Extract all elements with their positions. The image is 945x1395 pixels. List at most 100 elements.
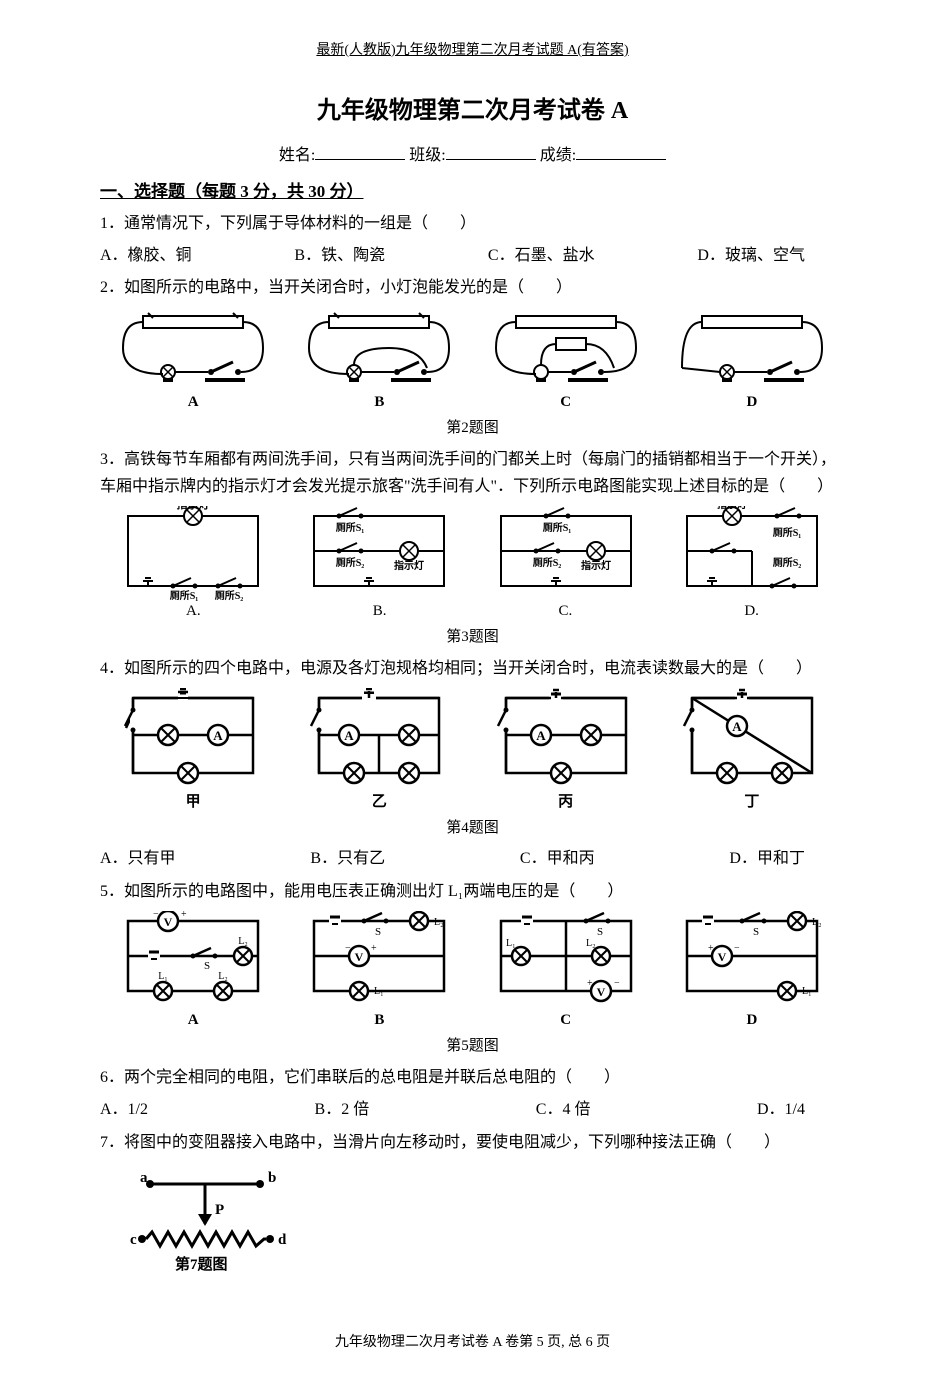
q4-fig-ding: A 丁: [663, 688, 841, 814]
circuit-icon: [113, 308, 273, 388]
question-1: 1．通常情况下，下列属于导体材料的一组是（ ）: [100, 210, 845, 237]
q2-label-a: A: [188, 390, 199, 414]
svg-text:指示灯: 指示灯: [717, 506, 747, 511]
q2-label-c: C: [560, 390, 571, 414]
question-4: 4．如图所示的四个电路中，电源及各灯泡规格均相同；当开关闭合时，电流表读数最大的…: [100, 655, 845, 682]
q1-opt-a: A．橡胶、铜: [100, 243, 192, 269]
q4-opt-b: B．只有乙: [310, 846, 385, 872]
q5-fig-d: S L₂ V + − L₁ D: [663, 911, 841, 1032]
svg-text:S: S: [204, 960, 210, 972]
svg-text:+: +: [587, 978, 593, 989]
circuit-icon: [672, 308, 832, 388]
svg-text:b: b: [268, 1170, 276, 1186]
circuit-diagram-icon: 厕所S₁ 厕所S₂ 指示灯: [486, 506, 646, 601]
q2-fig-d: D: [663, 308, 841, 414]
circuit-icon: [299, 308, 459, 388]
name-line: 姓名: 班级: 成绩:: [100, 143, 845, 169]
q6-options: A．1/2 B．2 倍 C．4 倍 D．1/4: [100, 1097, 845, 1123]
circuit-diagram-icon: A: [677, 688, 827, 788]
svg-text:−: −: [153, 911, 159, 920]
q1-opt-d: D．玻璃、空气: [697, 243, 805, 269]
q1-opt-c: C．石墨、盐水: [488, 243, 595, 269]
name-blank: [315, 144, 405, 160]
svg-text:P: P: [215, 1202, 224, 1218]
svg-text:a: a: [140, 1170, 148, 1186]
q6-opt-d: D．1/4: [757, 1097, 805, 1123]
question-2: 2．如图所示的电路中，当开关闭合时，小灯泡能发光的是（ ）: [100, 274, 845, 301]
question-5: 5．如图所示的电路图中，能用电压表正确测出灯 L₁两端电压的是（ ）: [100, 878, 845, 905]
q7-figure: a b P c d 第7题图: [120, 1164, 845, 1283]
svg-text:厕所S₂: 厕所S₂: [773, 556, 802, 569]
q1-options: A．橡胶、铜 B．铁、陶瓷 C．石墨、盐水 D．玻璃、空气: [100, 243, 845, 269]
svg-text:L₂: L₂: [812, 917, 822, 928]
circuit-icon: [486, 308, 646, 388]
q3-fig-c: 厕所S₁ 厕所S₂ 指示灯: [477, 506, 655, 601]
score-blank: [576, 144, 666, 160]
q2-figures: A B: [100, 308, 845, 414]
exam-title: 九年级物理第二次月考试卷 A: [100, 92, 845, 130]
svg-text:A: A: [345, 728, 355, 743]
svg-text:厕所S₂: 厕所S₂: [215, 589, 244, 601]
svg-text:厕所S₁: 厕所S₁: [542, 521, 571, 534]
svg-text:L₂: L₂: [586, 938, 596, 949]
q2-fig-a: A: [104, 308, 282, 414]
q3-fig-a: 指示灯 厕所S₁ 厕所S₂: [104, 506, 282, 601]
circuit-diagram-icon: S L₁ L₂ V + −: [486, 911, 646, 1006]
svg-text:+: +: [181, 911, 187, 920]
question-7: 7．将图中的变阻器接入电路中，当滑片向左移动时，要使电阻减少，下列哪种接法正确（…: [100, 1129, 845, 1156]
circuit-diagram-icon: 指示灯 厕所S₁ 厕所S₂: [672, 506, 832, 601]
svg-text:指示灯: 指示灯: [581, 559, 611, 572]
q6-opt-b: B．2 倍: [315, 1097, 370, 1123]
q4-opt-a: A．只有甲: [100, 846, 176, 872]
circuit-diagram-icon: V − + S L₂ L₁ L₂: [113, 911, 273, 1006]
question-6: 6．两个完全相同的电阻，它们串联后的总电阻是并联后总电阻的（ ）: [100, 1064, 845, 1091]
svg-text:V: V: [596, 985, 605, 999]
q4-fig-bing: A 丙: [477, 688, 655, 814]
q5-label-d: D: [746, 1008, 757, 1032]
svg-text:指示灯: 指示灯: [177, 506, 210, 511]
svg-text:A: A: [213, 728, 223, 743]
svg-text:厕所S₂: 厕所S₂: [532, 556, 561, 569]
name-label: 姓名:: [279, 147, 315, 164]
svg-text:L₂: L₂: [434, 917, 444, 928]
q4-caption: 第4题图: [100, 816, 845, 840]
svg-text:V: V: [718, 950, 727, 964]
q2-fig-b: B: [290, 308, 468, 414]
q3-fig-d: 指示灯 厕所S₁ 厕所S₂: [663, 506, 841, 601]
score-label: 成绩:: [540, 147, 576, 164]
q5-label-c: C: [560, 1008, 571, 1032]
svg-text:指示灯: 指示灯: [394, 559, 424, 572]
q3-label-a: A.: [186, 599, 201, 623]
q3-figures: 指示灯 厕所S₁ 厕所S₂ 厕所S₁ 厕所S₂: [100, 506, 845, 601]
svg-text:+: +: [708, 943, 714, 954]
q4-label-bing: 丙: [558, 790, 573, 814]
q4-fig-jia: A 甲: [104, 688, 282, 814]
question-3: 3．高铁每节车厢都有两间洗手间，只有当两间洗手间的门都关上时（每扇门的插销都相当…: [100, 446, 845, 500]
q4-fig-yi: A 乙: [290, 688, 468, 814]
q2-label-d: D: [746, 390, 757, 414]
svg-text:−: −: [734, 943, 740, 954]
q4-label-ding: 丁: [744, 790, 759, 814]
q3-label-c: C.: [559, 599, 573, 623]
class-label: 班级:: [409, 147, 445, 164]
q4-opt-d: D．甲和丁: [729, 846, 805, 872]
q4-options: A．只有甲 B．只有乙 C．甲和丙 D．甲和丁: [100, 846, 845, 872]
q5-label-b: B: [374, 1008, 384, 1032]
svg-text:厕所S₂: 厕所S₂: [336, 556, 365, 569]
q5-label-a: A: [188, 1008, 199, 1032]
svg-text:L₂: L₂: [218, 971, 228, 982]
svg-text:厕所S₁: 厕所S₁: [773, 526, 802, 539]
q1-opt-b: B．铁、陶瓷: [294, 243, 385, 269]
circuit-diagram-icon: 指示灯 厕所S₁ 厕所S₂: [113, 506, 273, 601]
page-header: 最新(人教版)九年级物理第二次月考试题 A(有答案): [100, 40, 845, 62]
q3-labels: A. B. C. D.: [100, 599, 845, 623]
svg-text:L₁: L₁: [802, 986, 812, 997]
q2-caption: 第2题图: [100, 416, 845, 440]
svg-text:−: −: [345, 943, 351, 954]
q2-label-b: B: [374, 390, 384, 414]
svg-text:厕所S₁: 厕所S₁: [336, 521, 365, 534]
svg-text:c: c: [130, 1232, 137, 1248]
svg-text:S: S: [597, 926, 603, 938]
q5-fig-b: S L₂ V − + L₁ B: [290, 911, 468, 1032]
q6-opt-c: C．4 倍: [536, 1097, 591, 1123]
